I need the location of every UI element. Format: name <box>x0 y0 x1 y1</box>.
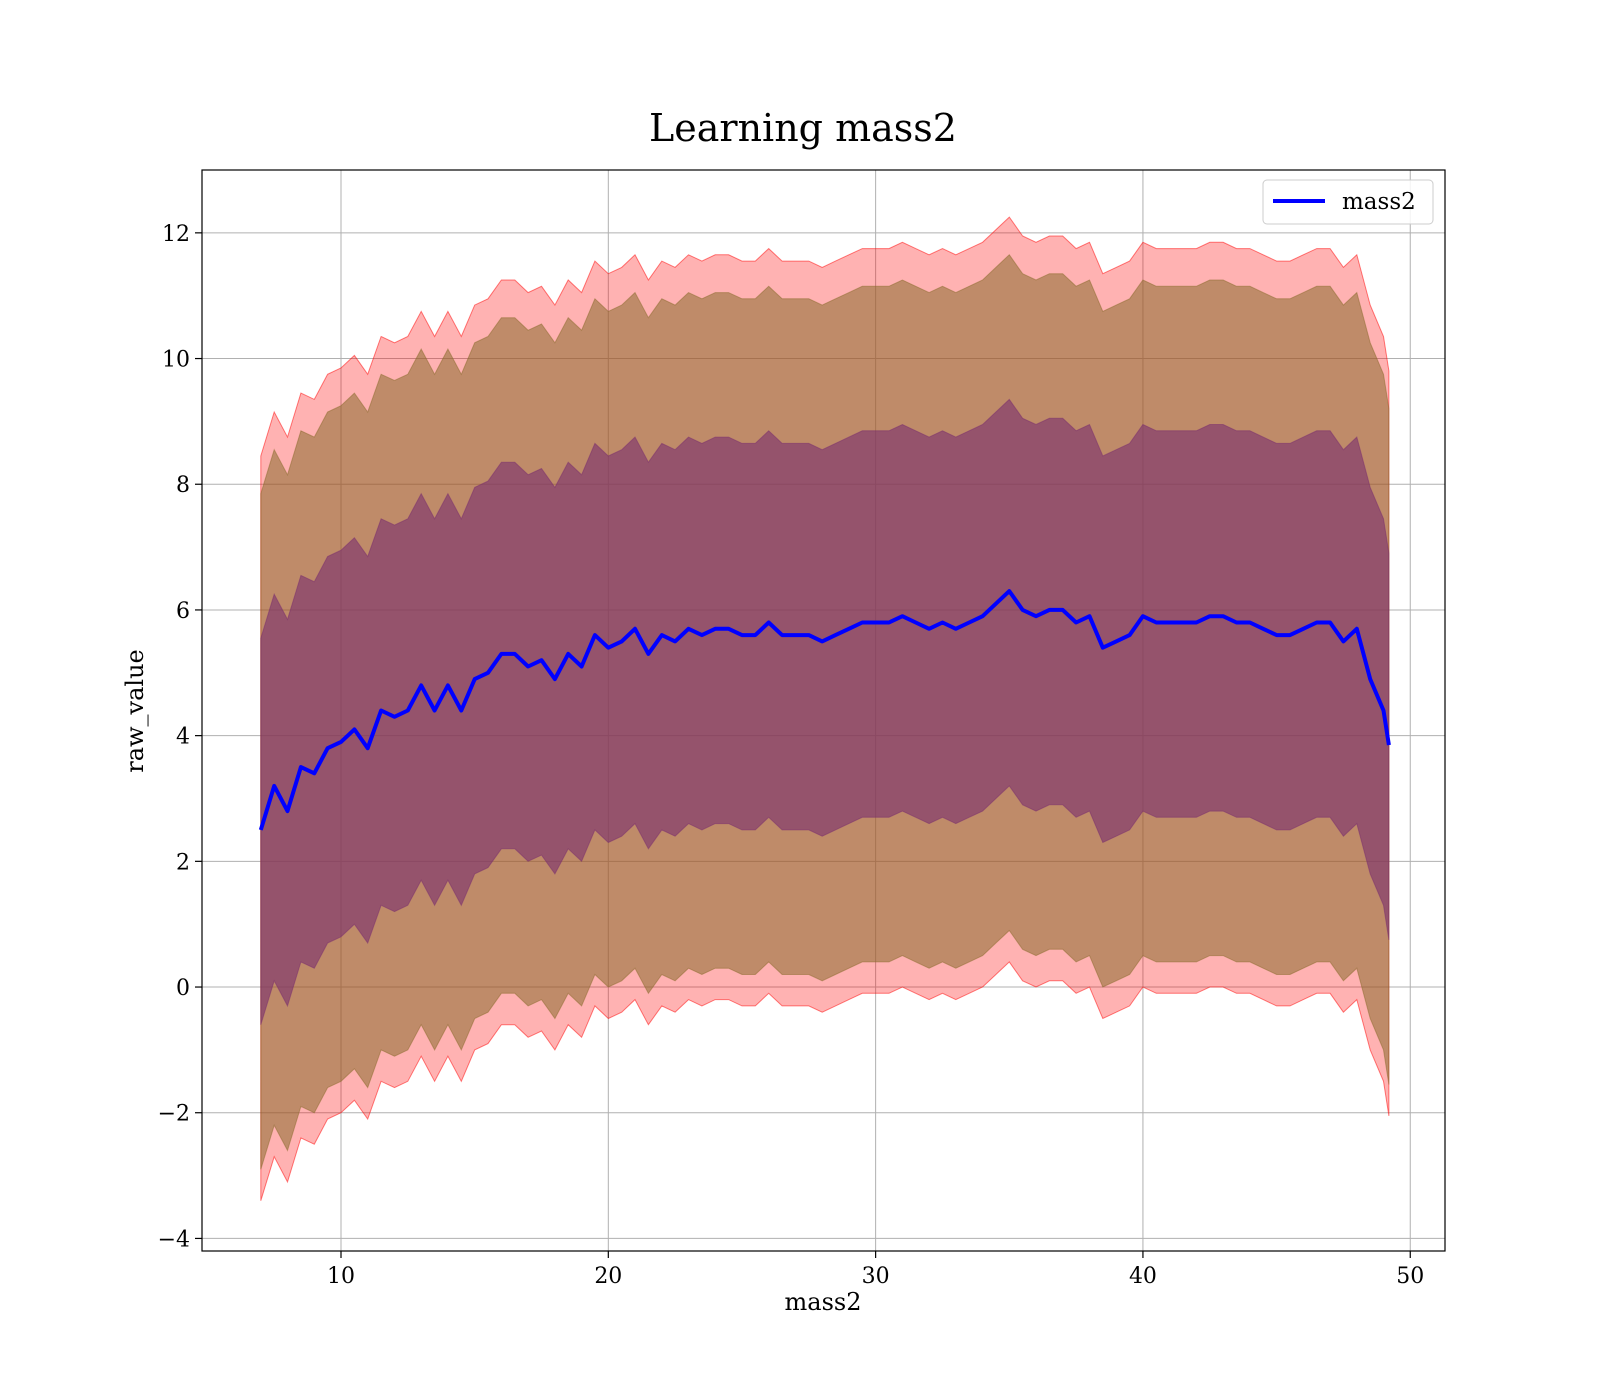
legend-box <box>1262 179 1434 225</box>
line-layer <box>258 589 1391 831</box>
x-tick-label: 40 <box>1129 1264 1157 1289</box>
y-tick-label: 0 <box>176 976 190 1001</box>
y-tick-label: 12 <box>162 222 190 247</box>
y-tick-label: 10 <box>162 348 190 373</box>
x-tick-label: 30 <box>862 1264 890 1289</box>
y-tick-label: −4 <box>158 1227 190 1252</box>
plot-frame <box>201 169 1446 1252</box>
y-axis-label: raw_value <box>121 649 149 773</box>
y-tick-label: 6 <box>176 599 190 624</box>
legend-entry-mass2: mass2 <box>1342 189 1416 215</box>
x-tick-label: 50 <box>1396 1264 1424 1289</box>
tick-layer: 10 20 30 40 50 −4 −2 0 2 4 6 8 10 12 <box>158 222 1425 1289</box>
chart-title: Learning mass2 <box>649 106 957 150</box>
y-tick-label: 8 <box>176 473 190 498</box>
y-tick-label: 2 <box>176 850 190 875</box>
series-line-mass2 <box>258 589 1391 831</box>
band-inner <box>260 398 1390 1025</box>
x-tick-label: 20 <box>594 1264 622 1289</box>
x-axis-label: mass2 <box>785 1288 862 1316</box>
x-tick-label: 10 <box>327 1264 355 1289</box>
band-layer <box>260 216 1390 1201</box>
y-tick-label: −2 <box>158 1102 190 1127</box>
legend: mass2 <box>1262 179 1434 225</box>
y-tick-label: 4 <box>176 725 190 750</box>
